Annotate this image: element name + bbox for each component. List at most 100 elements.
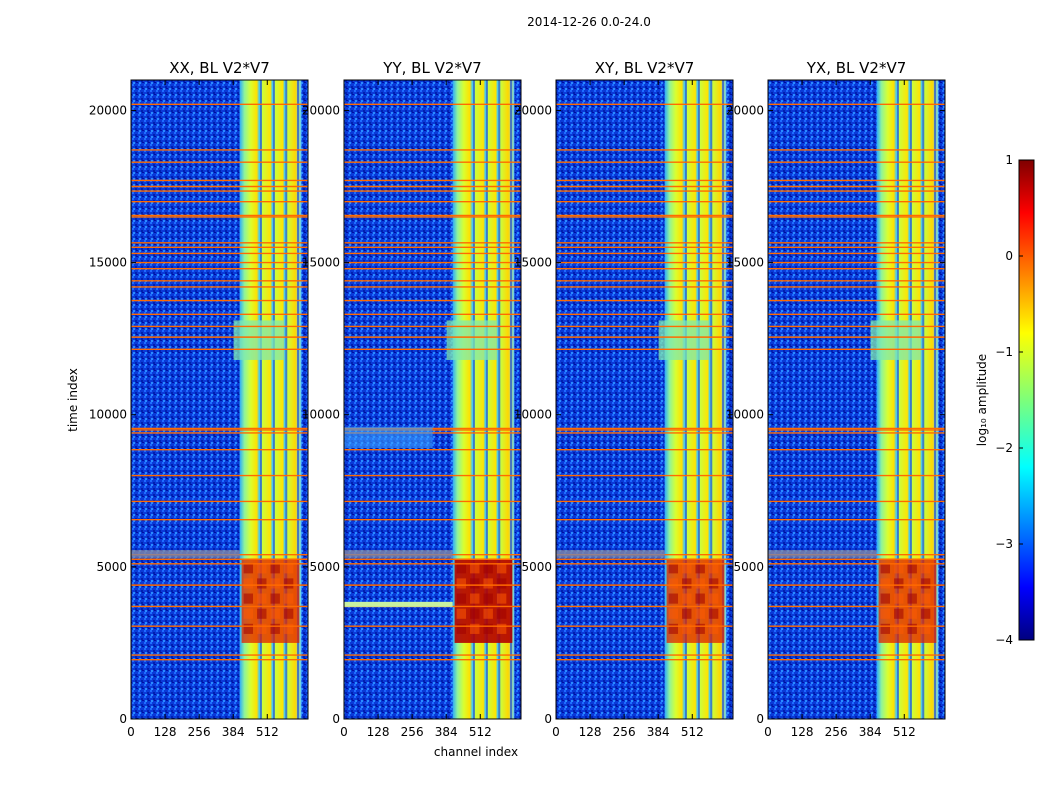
colorbar-tick-label: −3 (995, 537, 1013, 551)
hot-cell (907, 593, 917, 604)
colorbar-tick-label: −2 (995, 441, 1013, 455)
hot-cell (920, 593, 931, 604)
dropout-band (131, 550, 240, 558)
hot-cell (708, 578, 719, 589)
x-tick-label: 0 (552, 725, 560, 739)
x-tick-label: 128 (154, 725, 177, 739)
x-tick-label: 512 (681, 725, 704, 739)
hot-cell (470, 593, 480, 604)
hot-cell (496, 593, 507, 604)
y-tick-label: 10000 (726, 408, 764, 422)
hot-cell (243, 593, 254, 604)
x-tick-label: 512 (893, 725, 916, 739)
band-gap-1 (909, 80, 912, 719)
hot-cell (243, 608, 254, 619)
x-tick-label: 0 (340, 725, 348, 739)
y-tick-label: 20000 (726, 103, 764, 117)
x-axis-label: channel index (434, 745, 518, 759)
hot-cell (682, 563, 692, 574)
y-tick-label: 15000 (726, 256, 764, 270)
y-tick-label: 15000 (89, 256, 127, 270)
y-tick-label: 20000 (89, 103, 127, 117)
band-gap-1 (485, 80, 488, 719)
x-tick-label: 384 (647, 725, 670, 739)
hot-cell (682, 608, 692, 619)
hot-cell (270, 623, 280, 634)
y-tick-label: 10000 (302, 408, 340, 422)
panel-xx: XX, BL V2*V7 0 128 256 384 512 0 5000 10000 15000… (89, 59, 309, 739)
band-gap-2 (285, 80, 288, 719)
x-tick-label: 384 (222, 725, 245, 739)
x-tick-label: 128 (791, 725, 814, 739)
x-tick-label: 0 (127, 725, 135, 739)
hot-cell (456, 623, 467, 634)
hot-cell (880, 623, 891, 634)
rfi-block (344, 426, 433, 449)
band-gap-3 (722, 80, 725, 719)
hot-cell (270, 578, 280, 589)
hot-cell (470, 563, 480, 574)
hot-cell (483, 593, 493, 604)
hot-cell (880, 593, 891, 604)
band-gap-0 (684, 80, 687, 719)
y-tick-label: 0 (544, 712, 552, 726)
hot-cell (483, 578, 493, 589)
x-tick-label: 0 (764, 725, 772, 739)
hot-cell (456, 593, 467, 604)
x-tick-label: 128 (367, 725, 390, 739)
hot-cell (668, 563, 679, 574)
y-tick-label: 0 (119, 712, 127, 726)
panel-frame (555, 79, 734, 720)
hot-cell (907, 563, 917, 574)
panel-title: YY, BL V2*V7 (382, 59, 481, 77)
hot-cell (243, 578, 254, 589)
hot-cell (682, 593, 692, 604)
y-tick-label: 0 (332, 712, 340, 726)
hot-cell (456, 608, 467, 619)
hot-cell (257, 563, 267, 574)
band-gap-2 (710, 80, 713, 719)
hot-cell (496, 563, 507, 574)
hot-cell (894, 593, 904, 604)
y-tick-label: 10000 (89, 408, 127, 422)
hot-cell (496, 608, 507, 619)
band-gap-3 (510, 80, 513, 719)
colorbar-tick-label: 0 (1005, 249, 1013, 263)
band-gap-3 (934, 80, 937, 719)
hot-cell (243, 623, 254, 634)
y-tick-label: 15000 (302, 256, 340, 270)
hot-cell (708, 563, 719, 574)
band-gap-1 (697, 80, 700, 719)
hot-cell (907, 623, 917, 634)
hot-cell (257, 578, 267, 589)
y-tick-label: 15000 (514, 256, 552, 270)
y-tick-label: 5000 (521, 560, 552, 574)
band-gap-1 (272, 80, 275, 719)
x-tick-label: 256 (825, 725, 848, 739)
hot-cell (283, 608, 294, 619)
x-tick-label: 512 (469, 725, 492, 739)
hot-cell (470, 608, 480, 619)
band-gap-0 (472, 80, 475, 719)
colorbar-tick-label: −1 (995, 345, 1013, 359)
panel-title: XX, BL V2*V7 (169, 59, 270, 77)
dropout-band (768, 550, 877, 558)
hot-cell (682, 623, 692, 634)
hot-cell (708, 623, 719, 634)
panel-frame (343, 79, 522, 720)
hot-cell (695, 608, 705, 619)
hot-cell (894, 578, 904, 589)
panel-frame (130, 79, 309, 720)
hot-cell (668, 578, 679, 589)
hot-cell (920, 578, 931, 589)
hot-cell (496, 623, 507, 634)
y-tick-label: 20000 (302, 103, 340, 117)
hot-cell (668, 593, 679, 604)
dropout-band (344, 550, 453, 558)
panel-frame (767, 79, 946, 720)
hot-cell (880, 578, 891, 589)
hot-cell (283, 623, 294, 634)
x-tick-label: 256 (613, 725, 636, 739)
hot-cell (483, 608, 493, 619)
x-tick-label: 256 (188, 725, 211, 739)
